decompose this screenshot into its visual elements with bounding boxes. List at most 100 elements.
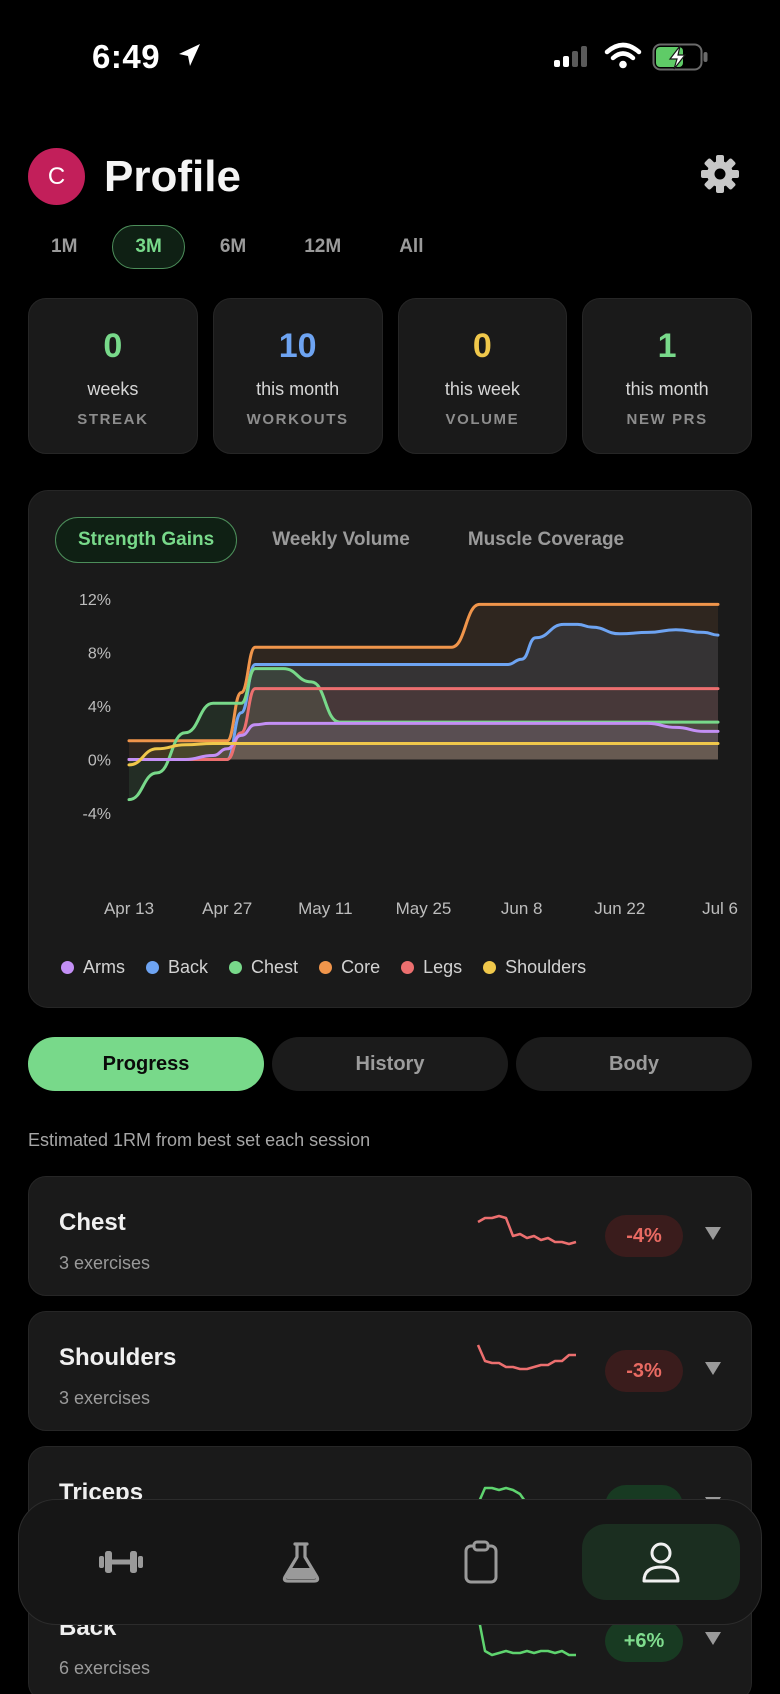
x-tick-label: Apr 27 xyxy=(202,899,252,918)
chart-tabs: Strength Gains Weekly Volume Muscle Cove… xyxy=(55,517,659,563)
stat-label: NEW PRS xyxy=(626,411,708,428)
stat-sub: this month xyxy=(256,379,340,399)
group-name: Chest xyxy=(59,1209,126,1236)
strength-chart-card: 12% 8% 4% 0% -4% Apr 13 Apr 27 May 11 May 25 Jun … xyxy=(28,490,752,1008)
stat-sub: weeks xyxy=(87,379,139,399)
time-range-selector: 1M 3M 6M 12M All xyxy=(28,224,458,270)
stat-sub: this week xyxy=(444,379,520,399)
strength-gains-chart: 12% 8% 4% 0% -4% Apr 13 Apr 27 May 11 May 25 Jun … xyxy=(79,592,738,918)
stat-card-streak[interactable]: 0 weeks STREAK xyxy=(28,298,198,454)
tab-lab[interactable] xyxy=(222,1524,380,1600)
legend-dot xyxy=(319,961,333,974)
stat-card-workouts[interactable]: 10 this month WORKOUTS xyxy=(212,298,383,454)
segment-body[interactable]: Body xyxy=(516,1037,752,1091)
series-line-core[interactable] xyxy=(127,602,720,743)
progress-caption: Estimated 1RM from best set each session xyxy=(28,1130,371,1150)
person-icon xyxy=(642,1542,680,1583)
range-6m[interactable]: 6M xyxy=(219,236,247,257)
muscle-group-card-shoulders[interactable]: Shoulders 3 exercises -3% xyxy=(28,1311,752,1431)
chart-legend: Arms Back Chest Core Legs Shoulders xyxy=(61,957,607,978)
series-area-chest xyxy=(129,668,718,800)
stat-label: VOLUME xyxy=(445,411,520,428)
legend-dot xyxy=(61,961,74,974)
page-title: Profile xyxy=(104,152,241,201)
legend-arms[interactable]: Arms xyxy=(61,957,125,978)
series-line-arms[interactable] xyxy=(127,721,720,761)
legend-label: Arms xyxy=(83,957,125,977)
cellular-signal-icon xyxy=(554,46,587,67)
sparkline-path xyxy=(476,1344,576,1371)
stat-card-new-prs[interactable]: 1 this month NEW PRS xyxy=(582,298,752,454)
y-tick-label: 12% xyxy=(79,592,111,609)
series-line-legs[interactable] xyxy=(127,687,720,761)
clipboard-icon xyxy=(464,1540,498,1584)
tab-weekly-volume[interactable]: Weekly Volume xyxy=(272,529,410,550)
series-area-shoulders xyxy=(129,743,718,765)
stat-card-volume[interactable]: 0 this week VOLUME xyxy=(397,298,568,454)
legend-dot xyxy=(483,961,497,974)
change-badge: -3% xyxy=(605,1350,683,1392)
chevron-down-icon[interactable] xyxy=(705,1362,721,1375)
muscle-group-card-chest[interactable]: Chest 3 exercises -4% xyxy=(28,1176,752,1296)
segment-progress[interactable]: Progress xyxy=(28,1037,264,1091)
legend-shoulders[interactable]: Shoulders xyxy=(483,957,586,978)
trend-sparkline xyxy=(477,1214,577,1246)
stat-sub: this month xyxy=(625,379,709,399)
legend-label: Chest xyxy=(251,957,299,977)
stat-value: 1 xyxy=(657,327,677,365)
status-bar: 6:49 xyxy=(0,0,780,115)
legend-back[interactable]: Back xyxy=(146,957,208,978)
avatar[interactable]: C xyxy=(28,148,85,205)
range-3m[interactable]: 3M xyxy=(112,225,185,269)
legend-legs[interactable]: Legs xyxy=(401,957,462,978)
stat-value: 10 xyxy=(278,327,317,365)
stat-value: 0 xyxy=(472,327,492,365)
wifi-icon xyxy=(604,42,642,69)
legend-label: Shoulders xyxy=(505,957,587,977)
tab-muscle-coverage[interactable]: Muscle Coverage xyxy=(467,529,625,550)
stats-row: 0 weeks STREAK 10 this month WORKOUTS 0 … xyxy=(28,298,752,454)
view-segmented-control: Progress History Body xyxy=(28,1037,752,1091)
range-all[interactable]: All xyxy=(399,236,424,257)
group-exercise-count: 6 exercises xyxy=(59,1658,151,1678)
tab-plans[interactable] xyxy=(402,1524,560,1600)
location-arrow-icon xyxy=(179,44,200,66)
x-tick-label: Jun 8 xyxy=(501,899,543,918)
sparkline-path xyxy=(476,1614,576,1657)
dumbbell-icon xyxy=(99,1551,143,1573)
tab-strength-gains[interactable]: Strength Gains xyxy=(55,517,238,563)
x-tick-label: May 25 xyxy=(396,899,452,918)
stat-label: WORKOUTS xyxy=(246,411,349,428)
sparkline-path xyxy=(477,1214,577,1246)
stat-label: STREAK xyxy=(77,411,149,428)
group-name: Shoulders xyxy=(59,1344,177,1371)
tab-workout[interactable] xyxy=(42,1524,200,1600)
change-badge: -4% xyxy=(605,1215,683,1257)
x-tick-label: Apr 13 xyxy=(104,899,154,918)
profile-header: C Profile xyxy=(28,148,752,208)
x-tick-label: May 11 xyxy=(298,899,353,918)
flask-icon xyxy=(282,1542,320,1583)
legend-chest[interactable]: Chest xyxy=(229,957,298,978)
segment-history[interactable]: History xyxy=(272,1037,508,1091)
y-tick-label: 4% xyxy=(88,699,111,716)
change-badge: +6% xyxy=(605,1620,683,1662)
legend-label: Back xyxy=(168,957,209,977)
tab-profile[interactable] xyxy=(582,1524,740,1600)
chevron-down-icon[interactable] xyxy=(705,1632,721,1645)
legend-dot xyxy=(401,961,415,974)
legend-core[interactable]: Core xyxy=(319,957,380,978)
x-tick-label: Jul 6 xyxy=(702,899,738,918)
legend-dot xyxy=(146,961,159,974)
y-tick-label: 0% xyxy=(88,753,111,770)
gear-icon[interactable] xyxy=(700,154,740,194)
y-tick-label: -4% xyxy=(83,806,111,823)
y-tick-label: 8% xyxy=(88,646,111,663)
range-1m[interactable]: 1M xyxy=(51,236,78,257)
stat-value: 0 xyxy=(103,327,123,365)
range-12m[interactable]: 12M xyxy=(304,236,342,257)
series-line-shoulders[interactable] xyxy=(127,742,720,767)
status-time: 6:49 xyxy=(92,38,161,75)
chevron-down-icon[interactable] xyxy=(705,1227,721,1240)
legend-label: Legs xyxy=(423,957,463,977)
